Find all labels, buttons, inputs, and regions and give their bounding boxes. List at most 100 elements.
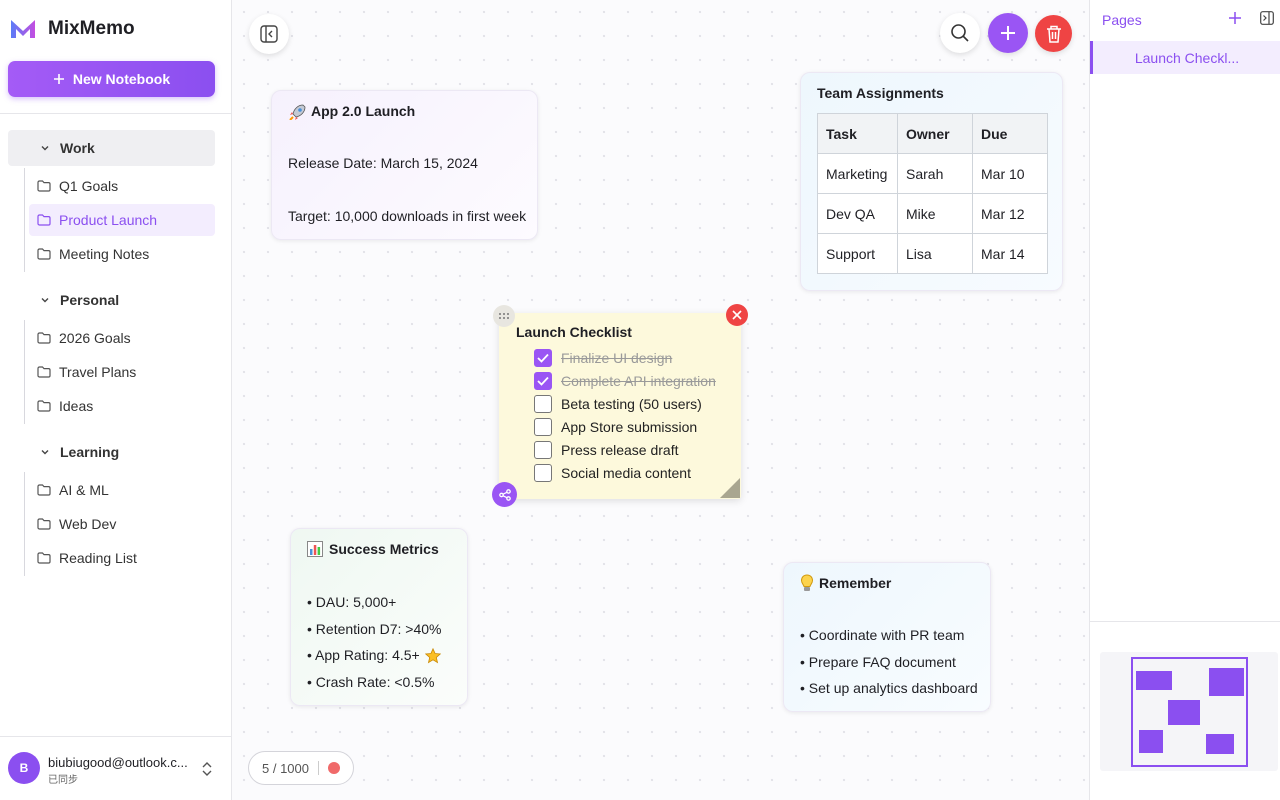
notebook-item[interactable]: Ideas bbox=[29, 390, 215, 422]
table-cell: Sarah bbox=[897, 153, 973, 194]
table-cell: Dev QA bbox=[817, 193, 898, 234]
group-name: Personal bbox=[60, 292, 120, 308]
notebook-group[interactable]: Work bbox=[8, 130, 215, 166]
notebook-item[interactable]: AI & ML bbox=[29, 474, 215, 506]
delete-button[interactable] bbox=[1035, 15, 1072, 52]
table-cell: Mike bbox=[897, 193, 973, 234]
note-card[interactable]: Team Assignments Task Owner Due Marketing Sa… bbox=[800, 72, 1063, 291]
checkbox[interactable] bbox=[534, 395, 552, 413]
checkbox[interactable] bbox=[534, 418, 552, 436]
table-cell: Mar 12 bbox=[972, 193, 1048, 234]
close-note[interactable] bbox=[726, 304, 748, 326]
item-name: Web Dev bbox=[59, 516, 117, 532]
logo-icon bbox=[11, 20, 35, 38]
notebook-group[interactable]: Learning bbox=[8, 434, 215, 470]
app-name: MixMemo bbox=[48, 18, 135, 39]
add-note-button[interactable] bbox=[988, 13, 1028, 53]
new-notebook-button[interactable]: New Notebook bbox=[8, 61, 215, 97]
toggle-sidebar[interactable] bbox=[249, 14, 289, 54]
folder-icon bbox=[37, 332, 51, 344]
folder-icon bbox=[37, 214, 51, 226]
resize-handle[interactable] bbox=[720, 478, 740, 498]
account-menu[interactable] bbox=[200, 760, 214, 778]
checklist-item[interactable]: App Store submission bbox=[534, 418, 697, 436]
canvas: App 2.0 Launch Release Date: March 15, 2… bbox=[232, 0, 1089, 800]
share-note[interactable] bbox=[492, 482, 517, 507]
assignment-table: Task Owner Due Marketing Sarah Mar 10 Dev QA Mi… bbox=[817, 113, 1048, 274]
table-cell: Mar 14 bbox=[972, 233, 1048, 274]
header-cell: Task bbox=[817, 113, 898, 154]
notebook-tree: Work Q1 Goals Product Launch Meeting Notes P… bbox=[0, 0, 231, 700]
divider bbox=[0, 113, 231, 114]
account-email: biubiugood@outlook.c... bbox=[48, 755, 188, 770]
folder-icon bbox=[37, 484, 51, 496]
item-text: Finalize UI design bbox=[561, 350, 673, 366]
table-row: Dev QA Mike Mar 12 bbox=[817, 193, 1048, 234]
notebook-item[interactable]: Q1 Goals bbox=[29, 170, 215, 202]
note-title: Remember bbox=[819, 575, 892, 591]
chevron-icon bbox=[41, 146, 49, 151]
add-page[interactable] bbox=[1229, 12, 1241, 24]
sticky-note[interactable]: Launch Checklist Finalize UI design Compl… bbox=[499, 313, 741, 499]
collapse-panel[interactable] bbox=[1260, 11, 1274, 25]
note-line: Target: 10,000 downloads in first week bbox=[288, 208, 527, 224]
note-card[interactable]: App 2.0 Launch Release Date: March 15, 2… bbox=[271, 90, 538, 240]
star-icon bbox=[424, 647, 442, 669]
notebook-item[interactable]: Meeting Notes bbox=[29, 238, 215, 270]
share-icon bbox=[498, 488, 511, 501]
minimap-viewport bbox=[1131, 657, 1248, 767]
table-row: Support Lisa Mar 14 bbox=[817, 233, 1048, 274]
item-text: Press release draft bbox=[561, 442, 679, 458]
chart-icon bbox=[307, 541, 323, 557]
expand-toggle[interactable] bbox=[40, 295, 50, 305]
table-header: Task Owner Due bbox=[817, 113, 1048, 154]
table-cell: Support bbox=[817, 233, 898, 274]
checkbox-checked[interactable] bbox=[534, 372, 552, 390]
checklist-item[interactable]: Social media content bbox=[534, 464, 691, 482]
minimap-note bbox=[1206, 734, 1234, 754]
checklist-item[interactable]: Complete API integration bbox=[534, 372, 716, 390]
checkbox[interactable] bbox=[534, 441, 552, 459]
counter-text: 5 / 1000 bbox=[262, 760, 309, 776]
notebook-group[interactable]: Personal bbox=[8, 282, 215, 318]
notebook-item[interactable]: Travel Plans bbox=[29, 356, 215, 388]
note-card[interactable]: Success Metrics • DAU: 5,000+ • Retention… bbox=[290, 528, 468, 706]
item-name: Ideas bbox=[59, 398, 94, 414]
note-card[interactable]: Remember • Coordinate with PR team • Prep… bbox=[783, 562, 991, 712]
notebook-item[interactable]: Reading List bbox=[29, 542, 215, 574]
note-title: Success Metrics bbox=[329, 541, 439, 557]
note-line: • Coordinate with PR team bbox=[800, 627, 965, 643]
minimap-note bbox=[1136, 671, 1172, 690]
sidebar: MixMemo New Notebook Work Q1 Goals Product… bbox=[0, 0, 232, 800]
page-item[interactable]: Launch Checkl... bbox=[1090, 41, 1280, 74]
expand-toggle[interactable] bbox=[40, 143, 50, 153]
folder-icon bbox=[37, 552, 51, 564]
notebook-item[interactable]: 2026 Goals bbox=[29, 322, 215, 354]
checkbox[interactable] bbox=[534, 464, 552, 482]
close-icon bbox=[732, 310, 742, 320]
group-name: Work bbox=[60, 140, 95, 156]
note-title: Team Assignments bbox=[817, 85, 944, 101]
folder-icon bbox=[37, 248, 51, 260]
drag-handle[interactable] bbox=[493, 305, 515, 327]
checklist-item[interactable]: Finalize UI design bbox=[534, 349, 672, 367]
item-text: Beta testing (50 users) bbox=[561, 396, 702, 412]
notebook-item[interactable]: Web Dev bbox=[29, 508, 215, 540]
sidebar-icon bbox=[260, 25, 278, 43]
item-name: Reading List bbox=[59, 550, 137, 566]
note-line: • Set up analytics dashboard bbox=[800, 680, 978, 696]
note-line: • Retention D7: >40% bbox=[307, 621, 442, 637]
expand-toggle[interactable] bbox=[40, 447, 50, 457]
search-button[interactable] bbox=[940, 13, 980, 53]
chevron-icon bbox=[41, 298, 49, 303]
checklist-item[interactable]: Beta testing (50 users) bbox=[534, 395, 702, 413]
checklist-item[interactable]: Press release draft bbox=[534, 441, 679, 459]
note-line: • DAU: 5,000+ bbox=[307, 594, 397, 610]
tree-line bbox=[24, 168, 25, 272]
checkbox-checked[interactable] bbox=[534, 349, 552, 367]
notebook-item[interactable]: Product Launch bbox=[29, 204, 215, 236]
folder-icon bbox=[37, 400, 51, 412]
sync-status: 已同步 bbox=[48, 775, 78, 786]
button-label: New Notebook bbox=[72, 71, 171, 87]
